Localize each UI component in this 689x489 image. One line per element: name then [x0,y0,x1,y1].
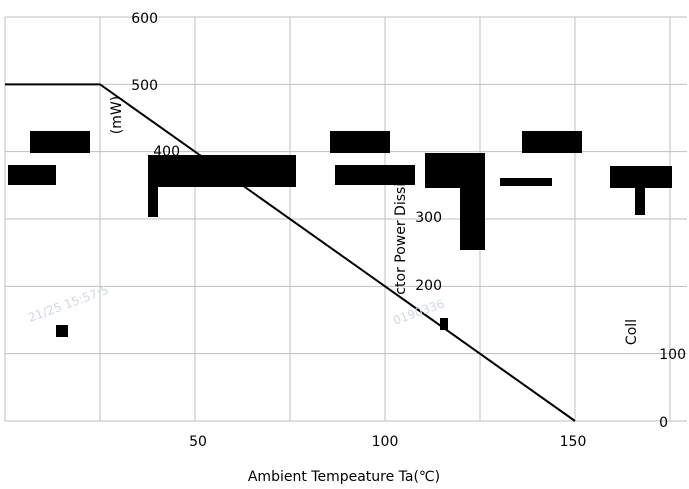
y-label-fragment-1: (mW) [109,96,125,134]
x-tick-labels: 50 100 150 [189,434,586,450]
artifact-block [56,325,68,337]
watermark: 21/25 15:57:5 0190336 [26,283,446,328]
x-tick-label: 150 [560,434,587,450]
artifact-block [500,178,552,186]
artifact-block [335,165,415,185]
artifact-block [440,318,448,330]
y-tick-label: 200 [415,278,442,294]
artifact-block [635,185,645,215]
y-tick-label: 500 [131,78,158,94]
y-tick-label: 0 [659,415,668,431]
artifact-block [460,188,485,250]
artifact-block [522,131,582,153]
y-tick-label: 100 [659,347,686,363]
horizontal-gridlines [5,16,687,422]
y-tick-label: 300 [415,210,442,226]
watermark-text: 21/25 15:57:5 [26,283,110,325]
artifact-block [8,165,56,185]
x-tick-label: 100 [372,434,399,450]
series-line [5,83,576,422]
y-tick-label: 600 [131,11,158,27]
y-label-fragment-2: ctor Power Dissipa [393,165,409,294]
x-tick-label: 50 [189,434,207,450]
y-label-fragment-3: Coll [624,319,640,345]
artifact-block [425,153,485,188]
x-axis-label: Ambient Tempeature Ta(℃) [248,469,440,485]
artifact-block [610,166,672,188]
artifact-block [330,131,390,153]
artifact-block [148,185,158,217]
artifact-block [148,155,296,187]
artifact-block [30,131,90,153]
rendering-artifacts [8,131,672,337]
